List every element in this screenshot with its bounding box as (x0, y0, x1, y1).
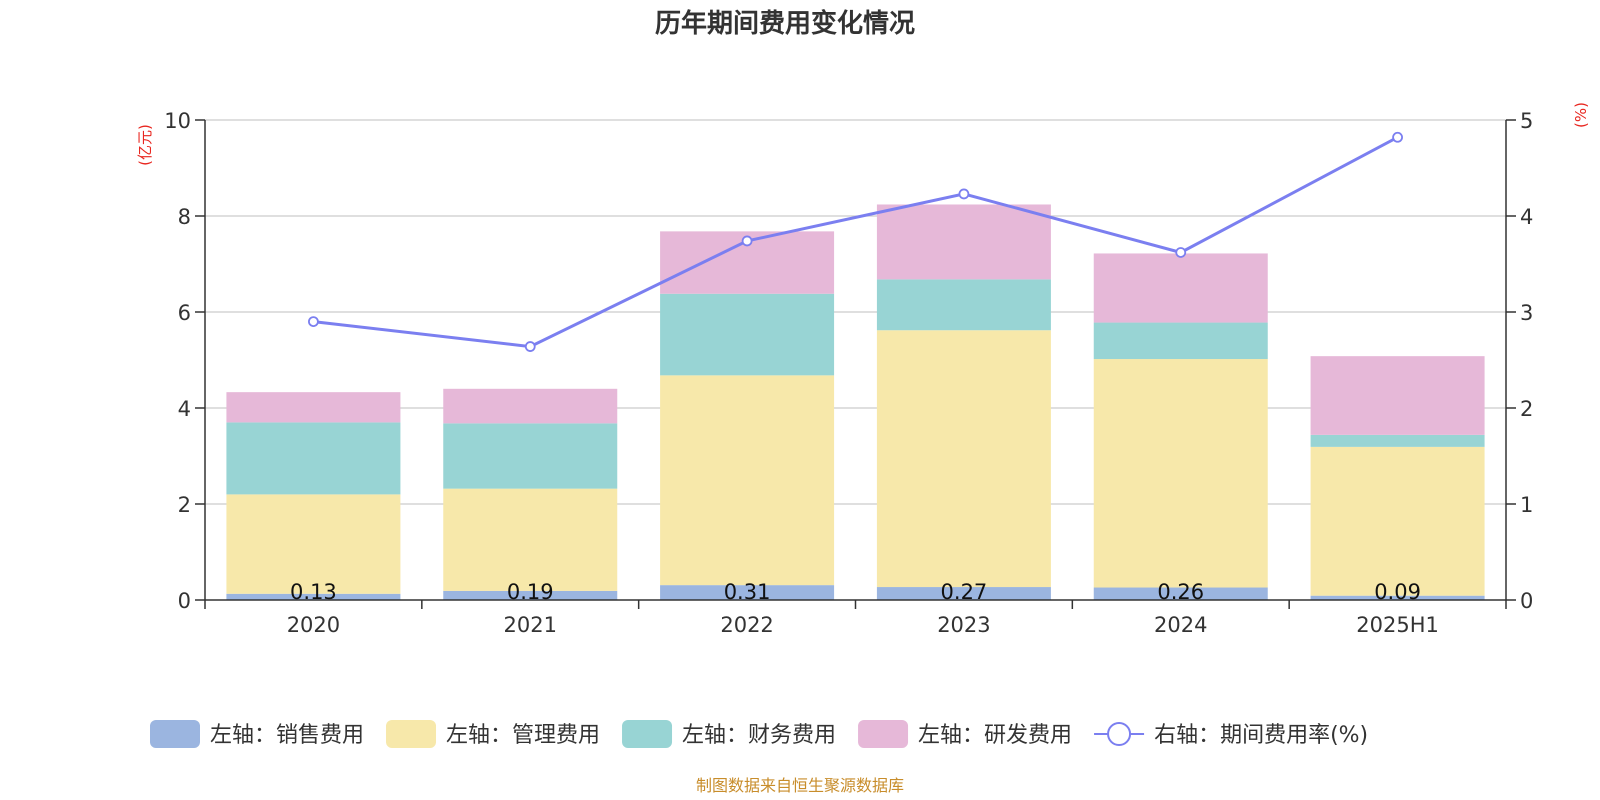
left-tick-label: 4 (178, 397, 191, 421)
bar-segment (876, 204, 1051, 280)
axes: 0 2 4 6 8 10 0 1 2 3 4 5 2020 2021 2022 2023 2024 2025H1 (164, 109, 1533, 637)
bar-segment (1310, 356, 1485, 435)
bar-segment (443, 423, 618, 489)
right-tick-label: 5 (1520, 109, 1533, 133)
right-tick-label: 0 (1520, 589, 1533, 613)
chart-title: 历年期间费用变化情况 (655, 8, 915, 39)
rate-point (524, 341, 536, 352)
legend-swatch (622, 720, 673, 748)
bar-segment (226, 392, 401, 423)
rate-point (958, 188, 970, 200)
x-tick-label: 2021 (504, 613, 557, 637)
bar-segment (443, 388, 618, 424)
legend-label: 左轴：研发费用 (918, 723, 1072, 748)
bar-data-label: 0.26 (1157, 580, 1204, 604)
source-note: 制图数据来自恒生聚源数据库 (696, 776, 904, 795)
legend-label: 右轴：期间费用率(%) (1154, 723, 1368, 748)
bar-segment (226, 494, 401, 594)
bar-data-label: 0.19 (507, 580, 554, 604)
bar-segment (1093, 359, 1268, 588)
legend-swatch (150, 720, 200, 748)
x-tick-label: 2024 (1154, 613, 1207, 637)
bar-segment (1093, 322, 1268, 360)
gridlines (205, 119, 1506, 505)
rate-point (308, 316, 319, 328)
bar-segment (876, 279, 1051, 331)
left-axis-unit: (亿元) (136, 124, 154, 166)
right-tick-label: 4 (1520, 205, 1533, 229)
bar-data-label: 0.09 (1374, 580, 1421, 604)
right-tick-label: 1 (1520, 493, 1533, 517)
rate-point (741, 235, 753, 247)
bar-segment (660, 375, 835, 586)
bar-segment (226, 422, 401, 495)
data-labels: 0.13 0.19 0.31 0.27 0.26 0.09 (290, 580, 1421, 604)
left-tick-label: 0 (178, 589, 191, 613)
x-tick-label: 2023 (937, 613, 990, 637)
right-tick-label: 3 (1520, 301, 1533, 325)
bar-segment (1310, 595, 1485, 600)
bar-segment (226, 593, 401, 600)
left-tick-label: 6 (178, 301, 191, 325)
legend-label: 左轴：销售费用 (210, 723, 364, 748)
left-tick-label: 2 (178, 493, 191, 517)
legend-label: 左轴：管理费用 (446, 723, 600, 748)
bar-segment (660, 585, 835, 600)
rate-point (1392, 131, 1403, 143)
bar-data-label: 0.13 (290, 580, 337, 604)
bar-segment (1310, 434, 1485, 447)
bar-segment (443, 590, 618, 600)
bar-series (226, 204, 1485, 600)
line-series (308, 131, 1403, 352)
left-tick-label: 8 (178, 205, 191, 229)
right-tick-label: 2 (1520, 397, 1533, 421)
bar-segment (1093, 253, 1268, 323)
x-tick-label: 2025H1 (1356, 613, 1439, 637)
rate-point (1175, 247, 1187, 258)
x-tick-label: 2022 (720, 613, 773, 637)
bar-segment (1093, 587, 1268, 600)
rate-line (313, 135, 1399, 349)
bar-data-label: 0.31 (724, 580, 771, 604)
bar-segment (1310, 446, 1485, 596)
bar-segment (660, 293, 835, 376)
legend-swatch (858, 720, 909, 748)
left-tick-label: 10 (164, 109, 191, 133)
bar-segment (443, 488, 618, 591)
bar-segment (876, 587, 1051, 600)
x-tick-label: 2020 (287, 613, 340, 637)
bar-data-label: 0.27 (941, 580, 988, 604)
bar-segment (876, 330, 1051, 588)
legend: 左轴：销售费用 左轴：管理费用 左轴：财务费用 左轴：研发费用 右轴：期间费用率(%) (150, 720, 1368, 748)
legend-circle-marker (1107, 722, 1132, 746)
legend-swatch (386, 720, 437, 748)
legend-label: 左轴：财务费用 (682, 723, 836, 748)
right-axis-unit: (%) (1572, 102, 1590, 128)
